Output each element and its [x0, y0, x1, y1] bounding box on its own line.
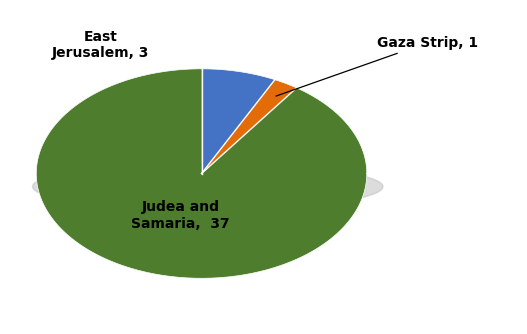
Polygon shape: [201, 80, 297, 174]
Polygon shape: [36, 69, 367, 278]
Text: East
Jerusalem, 3: East Jerusalem, 3: [52, 29, 150, 60]
Ellipse shape: [33, 164, 383, 210]
Text: Judea and
Samaria,  37: Judea and Samaria, 37: [131, 200, 230, 230]
Text: Gaza Strip, 1: Gaza Strip, 1: [276, 36, 478, 96]
Polygon shape: [201, 69, 275, 174]
